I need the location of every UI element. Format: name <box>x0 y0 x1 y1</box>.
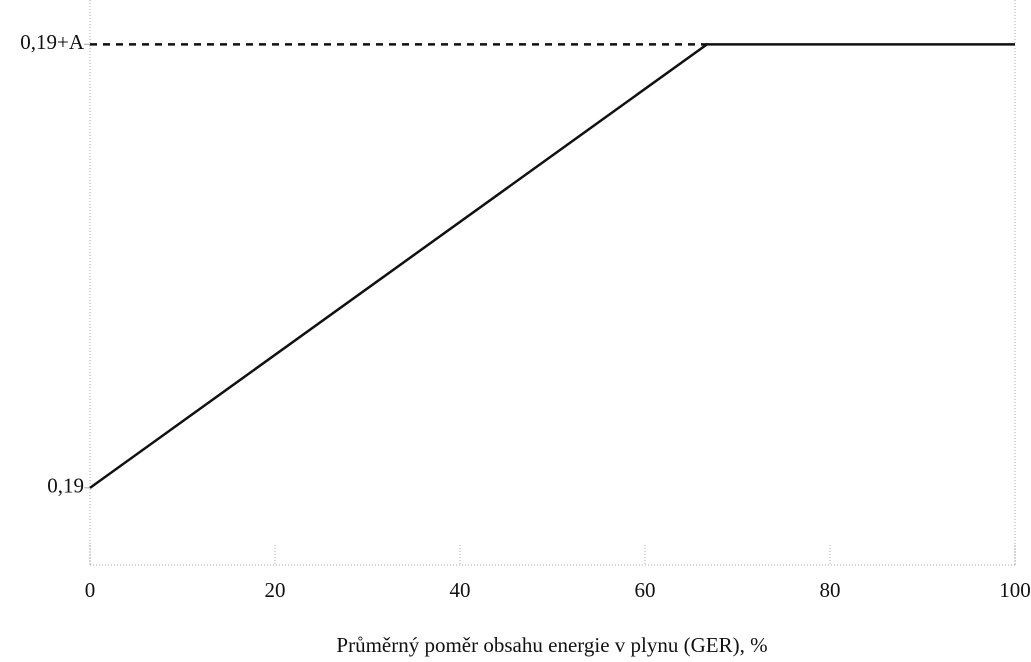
x-axis-label: Průměrný poměr obsahu energie v plynu (G… <box>336 633 767 657</box>
x-tick-label: 100 <box>999 578 1031 602</box>
y-tick-label: 0,19 <box>47 474 84 498</box>
y-tick-label: 0,19+A <box>20 30 85 54</box>
x-tick-label: 20 <box>265 578 286 602</box>
x-tick-label: 40 <box>450 578 471 602</box>
x-tick-label: 80 <box>820 578 841 602</box>
x-tick-label: 60 <box>635 578 656 602</box>
series-line <box>89 43 1015 489</box>
x-tick-label: 0 <box>85 578 96 602</box>
